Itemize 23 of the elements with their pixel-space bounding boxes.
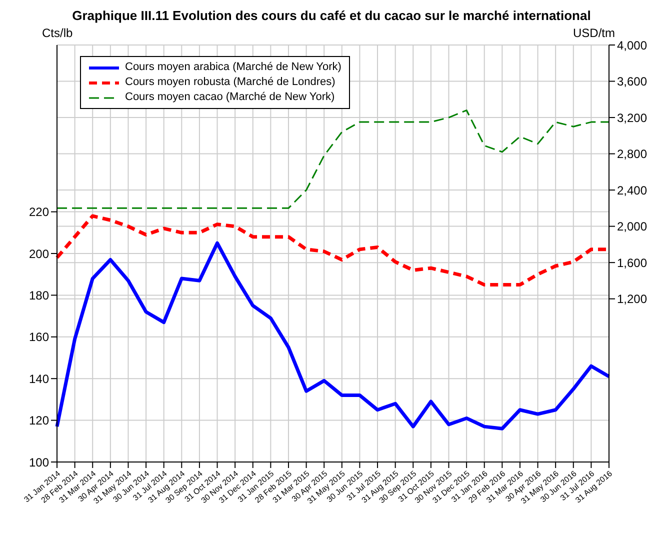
y-tick-label: 140 — [28, 372, 50, 386]
line-series — [55, 241, 611, 430]
y-tick-label: 100 — [28, 455, 50, 470]
legend-label: Cours moyen arabica (Marché de New York) — [124, 60, 342, 75]
y2-tick-label: 2,400 — [617, 183, 648, 198]
y2-tick-label: 2,800 — [617, 147, 648, 162]
y2-tick-label: 3,600 — [617, 74, 648, 89]
legend-label: Cours moyen robusta (Marché de Londres) — [124, 75, 336, 90]
y-tick-label: 180 — [28, 288, 50, 302]
y-tick-label: 120 — [28, 414, 50, 428]
y2-tick-label: 1,200 — [617, 292, 648, 306]
y-axis-title: Cts/lb — [42, 26, 73, 40]
y2-tick-label: 3,200 — [617, 110, 648, 125]
legend-label: Cours moyen cacao (Marché de New York) — [124, 90, 336, 105]
y2-tick-label: 4,000 — [617, 38, 648, 52]
line-series — [56, 110, 610, 209]
y-tick-label: 200 — [28, 246, 50, 261]
y2-tick-label: 2,000 — [617, 220, 648, 234]
chart-title: Graphique III.11 Evolution des cours du café et du cacao sur le marché international — [71, 8, 592, 24]
y-tick-label: 220 — [28, 205, 50, 220]
y2-tick-label: 1,600 — [617, 256, 648, 270]
y2-axis-title: USD/tm — [573, 26, 615, 40]
y-tick-label: 160 — [28, 330, 50, 344]
